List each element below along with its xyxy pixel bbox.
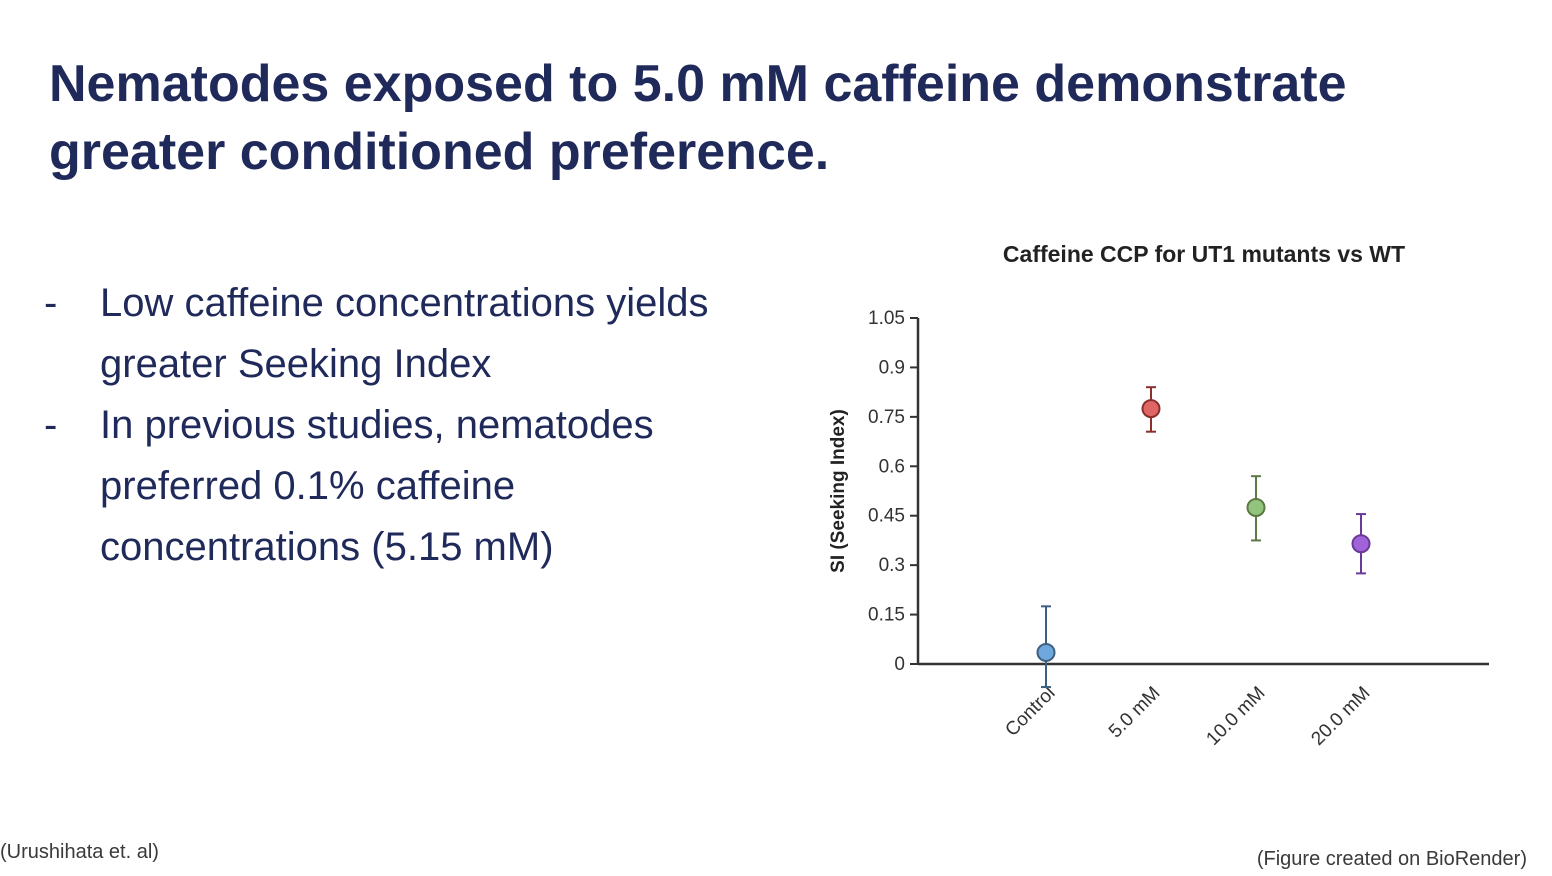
x-tick-label: 10.0 mM: [1202, 683, 1269, 750]
y-tick-label: 0.15: [868, 605, 905, 626]
y-tick-label: 1.05: [868, 308, 905, 329]
y-axis-label: SI (Seeking Index): [828, 409, 849, 573]
bullet-marker: -: [44, 403, 58, 447]
x-tick-label: Control: [1001, 683, 1059, 741]
bullet-text: In previous studies, nematodes preferred…: [100, 403, 654, 569]
y-tick-label: 0.75: [868, 407, 905, 428]
y-tick-label: 0.9: [879, 357, 905, 378]
y-tick-label: 0: [894, 654, 905, 675]
bullet-text: Low caffeine concentrations yields great…: [100, 281, 709, 386]
y-tick-label: 0.45: [868, 506, 905, 527]
data-point: [1351, 534, 1371, 554]
y-tick-label: 0.6: [879, 456, 905, 477]
citation-right: (Figure created on BioRender): [1256, 848, 1527, 870]
citation-left: (Urushihata et. al): [0, 841, 159, 863]
data-point: [1141, 399, 1161, 419]
bullet-marker: -: [44, 281, 58, 325]
bullet-list: - Low caffeine concentrations yields gre…: [44, 273, 764, 578]
data-point: [1246, 497, 1266, 517]
bullet-item: - In previous studies, nematodes preferr…: [44, 395, 764, 578]
y-tick-label: 0.3: [879, 555, 905, 576]
data-points: [1036, 386, 1371, 689]
x-ticks: Control 5.0 mM 10.0 mM 20.0 mM: [1001, 683, 1374, 750]
seeking-index-chart: Caffeine CCP for UT1 mutants vs WT SI (S…: [828, 241, 1489, 750]
x-tick-label: 5.0 mM: [1105, 683, 1165, 743]
y-ticks: 0 0.15 0.3 0.45 0.6 0.75 0.9 1.05: [868, 308, 918, 675]
bullet-item: - Low caffeine concentrations yields gre…: [44, 273, 764, 395]
chart-title: Caffeine CCP for UT1 mutants vs WT: [1003, 241, 1405, 267]
data-point: [1036, 642, 1056, 662]
x-tick-label: 20.0 mM: [1307, 683, 1374, 750]
slide-title: Nematodes exposed to 5.0 mM caffeine dem…: [49, 55, 1347, 181]
